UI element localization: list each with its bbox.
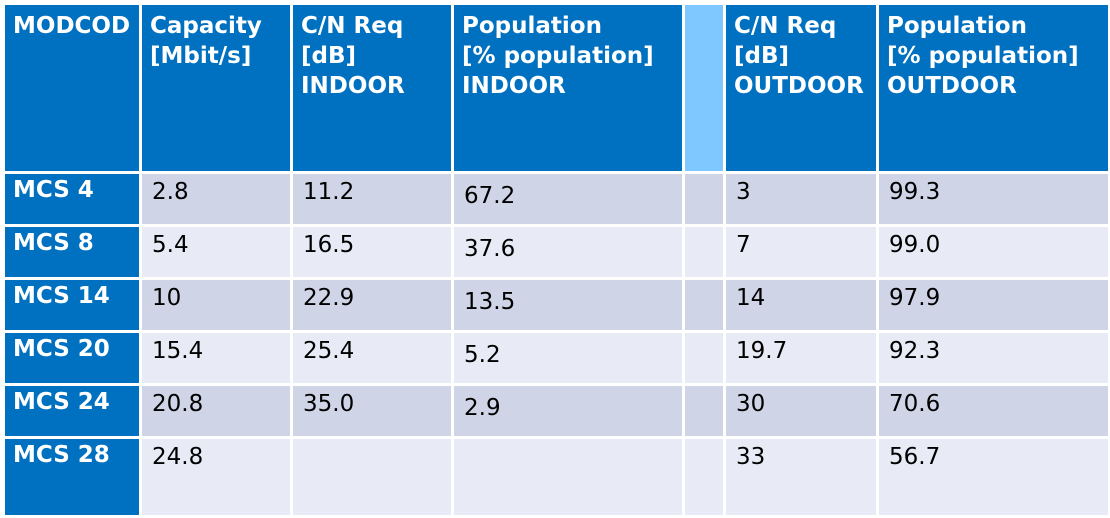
cell-capacity: 15.4 (139, 330, 293, 386)
spacer-cell (682, 330, 726, 386)
table-row: MCS 20 15.4 25.4 5.2 19.7 92.3 (2, 330, 1110, 386)
cell-cn-indoor: 16.5 (290, 224, 454, 280)
spacer-cell (682, 224, 726, 280)
header-row: MODCOD Capacity [Mbit/s] C/N Req [dB] IN… (2, 2, 1110, 174)
header-capacity: Capacity [Mbit/s] (139, 2, 293, 174)
cell-capacity: 20.8 (139, 383, 293, 439)
cell-capacity: 5.4 (139, 224, 293, 280)
cell-capacity: 2.8 (139, 171, 293, 227)
cell-population-outdoor: 70.6 (876, 383, 1110, 439)
table-row: MCS 28 24.8 33 56.7 (2, 436, 1110, 518)
spacer-cell (682, 436, 726, 518)
header-population-outdoor: Population [% population] OUTDOOR (876, 2, 1110, 174)
cell-cn-outdoor: 33 (723, 436, 879, 518)
cell-population-indoor (451, 436, 685, 518)
cell-population-indoor: 2.9 (451, 383, 685, 439)
cell-cn-indoor: 22.9 (290, 277, 454, 333)
cell-capacity: 24.8 (139, 436, 293, 518)
cell-population-indoor: 67.2 (451, 171, 685, 227)
cell-population-outdoor: 99.3 (876, 171, 1110, 227)
header-cn-outdoor: C/N Req [dB] OUTDOOR (723, 2, 879, 174)
cell-population-outdoor: 97.9 (876, 277, 1110, 333)
cell-cn-outdoor: 3 (723, 171, 879, 227)
cell-population-outdoor: 56.7 (876, 436, 1110, 518)
table-row: MCS 4 2.8 11.2 67.2 3 99.3 (2, 171, 1110, 227)
cell-population-indoor: 37.6 (451, 224, 685, 280)
row-modcod: MCS 24 (2, 383, 142, 439)
cell-cn-outdoor: 19.7 (723, 330, 879, 386)
table-row: MCS 14 10 22.9 13.5 14 97.9 (2, 277, 1110, 333)
cell-cn-indoor: 11.2 (290, 171, 454, 227)
header-cn-indoor: C/N Req [dB] INDOOR (290, 2, 454, 174)
spacer-cell (682, 277, 726, 333)
cell-cn-outdoor: 30 (723, 383, 879, 439)
spacer-column-header (682, 2, 726, 174)
row-modcod: MCS 14 (2, 277, 142, 333)
header-modcod: MODCOD (2, 2, 142, 174)
cell-population-outdoor: 92.3 (876, 330, 1110, 386)
cell-cn-outdoor: 14 (723, 277, 879, 333)
header-population-indoor: Population [% population] INDOOR (451, 2, 685, 174)
cell-population-indoor: 5.2 (451, 330, 685, 386)
row-modcod: MCS 8 (2, 224, 142, 280)
table-row: MCS 8 5.4 16.5 37.6 7 99.0 (2, 224, 1110, 280)
row-modcod: MCS 28 (2, 436, 142, 518)
row-modcod: MCS 4 (2, 171, 142, 227)
cell-capacity: 10 (139, 277, 293, 333)
table-row: MCS 24 20.8 35.0 2.9 30 70.6 (2, 383, 1110, 439)
row-modcod: MCS 20 (2, 330, 142, 386)
spacer-cell (682, 383, 726, 439)
cell-cn-outdoor: 7 (723, 224, 879, 280)
cell-population-outdoor: 99.0 (876, 224, 1110, 280)
cell-population-indoor: 13.5 (451, 277, 685, 333)
spacer-cell (682, 171, 726, 227)
cell-cn-indoor (290, 436, 454, 518)
cell-cn-indoor: 25.4 (290, 330, 454, 386)
cell-cn-indoor: 35.0 (290, 383, 454, 439)
